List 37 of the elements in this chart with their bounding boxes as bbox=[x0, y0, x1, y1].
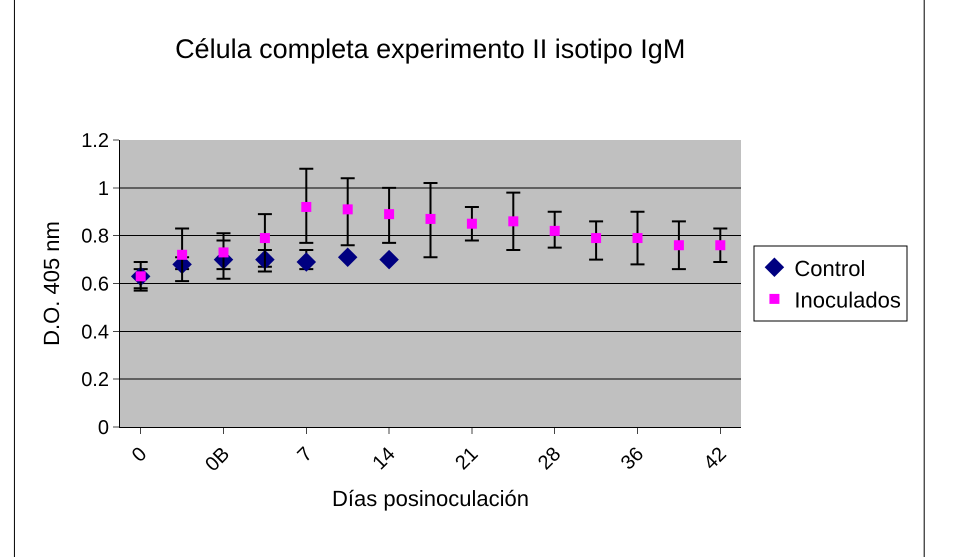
point bbox=[591, 233, 602, 244]
point bbox=[715, 240, 726, 250]
y-axis-title: D.O. 405 nm bbox=[38, 221, 64, 346]
point bbox=[426, 214, 436, 224]
x-tick-label: 21 bbox=[451, 443, 483, 474]
y-tick-label: 1.2 bbox=[81, 130, 109, 152]
point bbox=[384, 209, 394, 220]
point bbox=[177, 250, 188, 260]
point bbox=[338, 247, 358, 267]
y-tick-label: 0.2 bbox=[81, 369, 109, 392]
chart-title: Célula completa experimento II isotipo IgM bbox=[175, 34, 686, 64]
point bbox=[260, 233, 270, 244]
x-tick-label: 28 bbox=[534, 443, 566, 474]
point bbox=[466, 218, 477, 229]
y-tick-label: 1 bbox=[98, 178, 109, 200]
x-tick-label: 36 bbox=[616, 443, 648, 474]
point bbox=[674, 240, 684, 250]
point bbox=[632, 233, 642, 244]
point bbox=[508, 216, 518, 226]
legend-label: Control bbox=[794, 256, 866, 281]
x-tick-label: 14 bbox=[368, 443, 400, 474]
x-tick-label: 0 bbox=[128, 443, 152, 466]
point bbox=[296, 252, 316, 272]
x-axis-title: Días posinoculación bbox=[332, 486, 529, 511]
point bbox=[379, 250, 399, 270]
point bbox=[342, 204, 353, 214]
point bbox=[550, 226, 560, 236]
x-tick-label: 7 bbox=[293, 443, 317, 466]
point bbox=[301, 202, 312, 212]
x-tick-label: 42 bbox=[700, 443, 731, 474]
y-tick-label: 0 bbox=[98, 417, 109, 439]
y-tick-label: 0.6 bbox=[81, 274, 109, 296]
x-tick-label: 0B bbox=[201, 443, 234, 476]
legend-label: Inoculados bbox=[794, 287, 901, 312]
y-tick-label: 0.4 bbox=[81, 321, 109, 344]
y-tick-label: 0.8 bbox=[81, 226, 109, 248]
point bbox=[218, 247, 228, 258]
